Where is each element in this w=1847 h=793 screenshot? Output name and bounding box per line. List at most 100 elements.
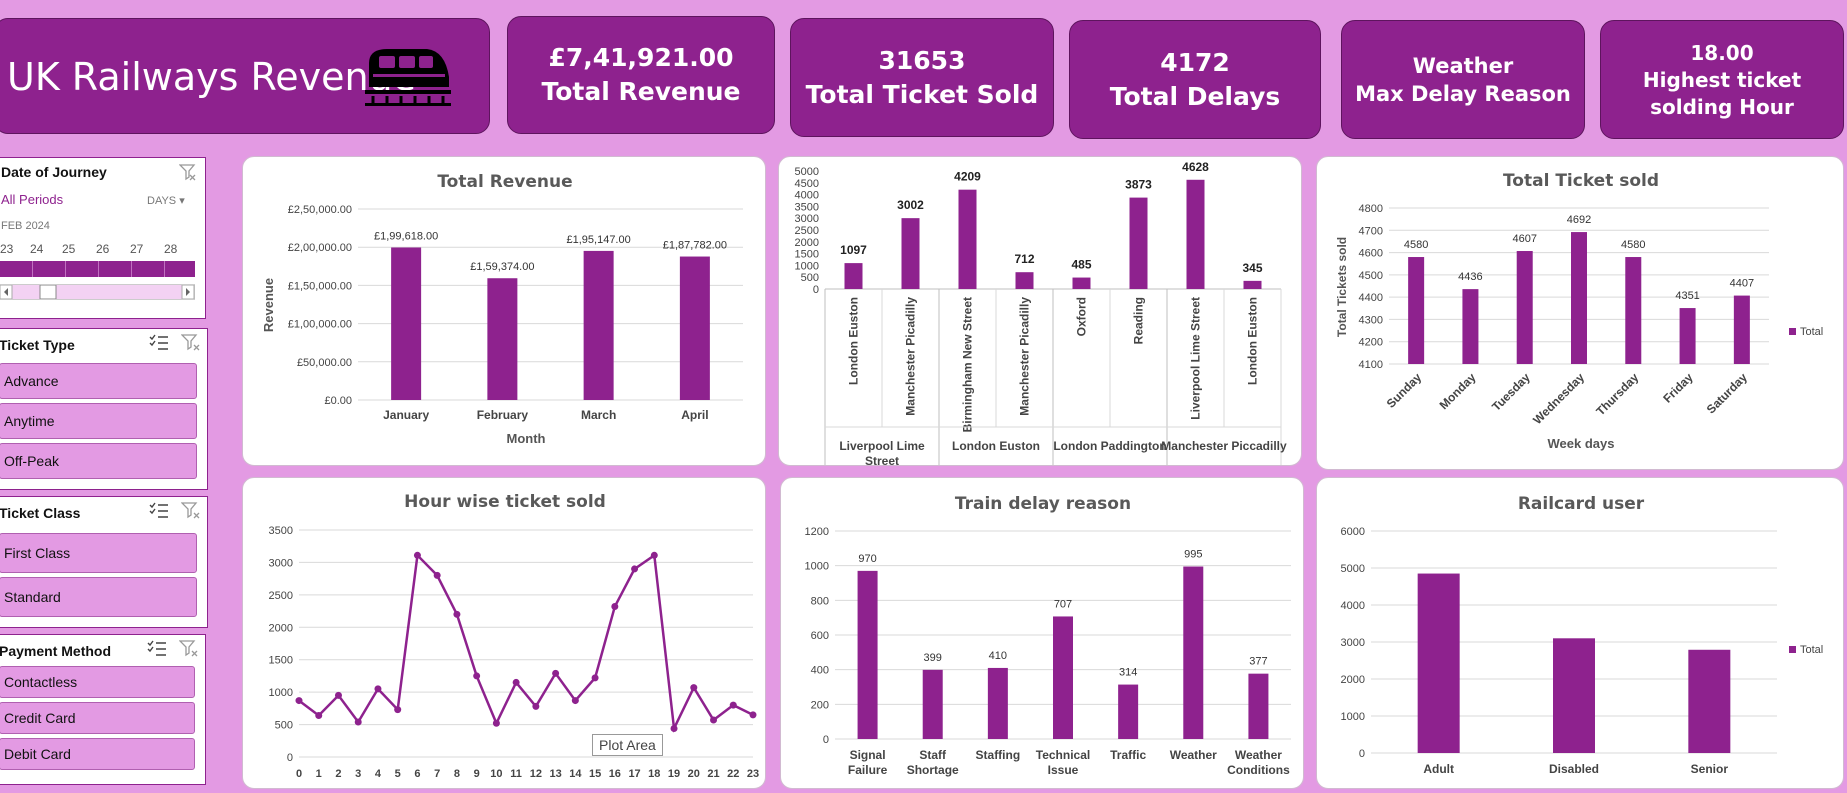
slicer-item-credit-card[interactable]: Credit Card [0,702,195,734]
dashboard-title: UK Railways Revenue [7,55,417,99]
timeline-scrollbar[interactable] [0,284,195,300]
x-tick-label: Saturday [1704,370,1750,416]
x-tick-label: 9 [474,768,480,780]
bar [857,570,878,739]
bar [901,218,920,289]
weekday-chart-panel: Total Ticket sold 4100 4200 4300 4400 4500 460… [1316,156,1844,470]
data-point [631,565,639,573]
y-tick-label: 6000 [1341,526,1365,538]
slicer-item-contactless[interactable]: Contactless [0,666,195,698]
delay-chart-panel: Train delay reason 0 200 400 600 800 1000 1200 9… [780,477,1304,789]
y-tick-label: £0.00 [324,395,352,407]
chart-title: Total Ticket sold [1503,171,1659,191]
data-label: 4607 [1512,233,1536,245]
bar [1408,257,1425,364]
day-label: 25 [62,242,76,256]
slicer-item-off-peak[interactable]: Off-Peak [0,443,197,479]
date-unit-label: DAYS [147,195,177,207]
x-tick-label: 16 [609,768,621,780]
bar [987,667,1008,739]
data-point [611,603,619,611]
data-point [690,684,698,692]
data-label: 410 [989,650,1007,662]
x-tick-label: London Euston [847,297,861,385]
x-tick-label: 7 [434,768,440,780]
y-tick-label: 1000 [269,687,293,699]
group-label: Liverpool Lime [839,439,925,453]
x-tick-label: Birmingham New Street [961,297,975,432]
stations-chart[interactable]: 0500100015002000250030003500400045005000… [779,157,1302,466]
y-tick-label: 4800 [1359,203,1383,215]
slicer-item-advance[interactable]: Advance [0,363,197,399]
y-axis-label: Revenue [261,278,276,332]
data-point [710,716,718,724]
day-label: 24 [30,242,44,256]
x-tick-label: 13 [549,768,561,780]
multi-select-icon[interactable] [149,333,169,351]
clear-filter-icon[interactable] [179,639,199,657]
clear-filter-icon[interactable] [181,501,201,519]
multi-select-icon[interactable] [147,639,167,657]
y-tick-label: 600 [811,630,829,642]
slicer-item-standard[interactable]: Standard [0,577,197,617]
x-tick-label: Traffic [1110,748,1146,762]
kpi-value: 31653 [878,45,966,75]
chart-title: Railcard user [1518,494,1645,514]
data-label: 377 [1249,656,1267,668]
data-label: 707 [1054,598,1072,610]
slicer-item-debit-card[interactable]: Debit Card [0,738,195,770]
data-label: 399 [924,652,942,664]
slicer-item-anytime[interactable]: Anytime [0,403,197,439]
delay-reason-chart[interactable]: Train delay reason 0 200 400 600 800 1000 1200 9… [781,478,1304,789]
clear-filter-icon[interactable] [179,163,197,181]
railcard-chart[interactable]: Railcard user 0 1000 2000 3000 4000 5000 6000 Ad… [1317,478,1844,789]
multi-select-icon[interactable] [149,501,169,519]
x-tick-label: 5 [395,768,401,780]
x-tick-label: 22 [727,768,739,780]
revenue-chart[interactable]: Total Revenue £0.00 £50,000.00 £1,00,000.00… [243,157,766,466]
x-tick-label: 0 [296,768,302,780]
y-tick-label: £1,50,000.00 [288,280,352,292]
x-tick-label: Wednesday [1530,370,1587,427]
data-label: 4580 [1621,239,1645,251]
x-tick-label: 23 [747,768,759,780]
y-tick-label: 2000 [1341,674,1365,686]
y-tick-label: 4100 [1359,359,1383,371]
y-tick-label: 1000 [795,260,819,272]
y-tick-label: 0 [813,284,819,296]
y-tick-label: 400 [811,665,829,677]
date-selection[interactable]: All Periods [1,192,64,207]
x-tick-label: 3 [355,768,361,780]
data-label: 1097 [840,243,867,257]
y-axis-label: Total Tickets sold [1335,237,1349,337]
x-tick-label: 19 [668,768,680,780]
y-tick-label: 2000 [269,622,293,634]
date-month: FEB 2024 [1,220,50,232]
x-tick-label: Adult [1423,762,1454,776]
y-tick-label: 0 [823,734,829,746]
date-slicer: Date of Journey All Periods DAYS ▾ FEB 2… [0,157,206,319]
y-tick-label: 2000 [795,237,819,249]
bar [958,189,977,289]
y-tick-label: 1200 [805,526,829,538]
hourly-ticket-chart[interactable]: Hour wise ticket sold0500100015002000250… [243,478,766,789]
y-tick-label: 3500 [795,201,819,213]
x-tick-label: Issue [1048,763,1079,777]
clear-filter-icon[interactable] [181,333,201,351]
bar [1015,272,1034,289]
data-point [473,672,481,680]
slicer-item-first-class[interactable]: First Class [0,533,197,573]
y-tick-label: 4000 [1341,600,1365,612]
bar [922,669,943,739]
bar [583,250,614,400]
ticket-type-header: Ticket Type [0,337,75,353]
kpi-highest-hour: 18.00 Highest ticket solding Hour [1600,20,1844,139]
date-unit-select[interactable]: DAYS ▾ [147,194,185,207]
x-tick-label: 18 [648,768,660,780]
data-label: 314 [1119,667,1137,679]
timeline-bar[interactable] [0,261,195,277]
kpi-label: Max Delay Reason [1355,81,1571,106]
weekday-ticket-chart[interactable]: Total Ticket sold 4100 4200 4300 4400 4500 460… [1317,157,1844,470]
x-tick-label: 15 [589,768,601,780]
x-tick-label: February [477,408,529,422]
